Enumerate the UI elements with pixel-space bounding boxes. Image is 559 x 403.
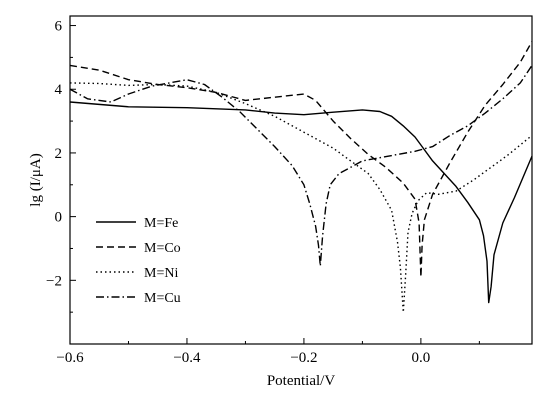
x-tick-label: −0.6 [56, 350, 84, 366]
y-tick-label: −2 [46, 273, 62, 289]
legend-label: M=Co [144, 241, 181, 256]
x-tick-label: −0.4 [173, 350, 201, 366]
series-lines [69, 41, 533, 313]
y-tick-label: 4 [55, 82, 63, 98]
x-axis-label: Potential/V [267, 373, 335, 389]
legend: M=Fe M=Co M=Ni M=Cu [96, 216, 181, 306]
y-axis-ticks: −2 0 2 4 6 [46, 19, 76, 313]
series-line-m-co [69, 41, 533, 278]
series-line-m-cu [69, 65, 533, 267]
plot-frame [69, 15, 533, 345]
legend-label: M=Ni [144, 266, 178, 281]
legend-label: M=Fe [144, 216, 178, 231]
y-tick-label: 0 [55, 210, 63, 226]
series-line-m-ni [69, 82, 533, 313]
y-axis-label: lg (I/μA) [28, 153, 44, 206]
series-line-m-fe [69, 101, 533, 304]
x-tick-label: −0.2 [290, 350, 317, 366]
x-axis-ticks: −0.6 −0.4 −0.2 0.0 [56, 338, 480, 366]
y-tick-label: 2 [55, 146, 63, 162]
x-tick-label: 0.0 [412, 350, 431, 366]
legend-label: M=Cu [144, 291, 181, 306]
y-tick-label: 6 [55, 19, 63, 35]
